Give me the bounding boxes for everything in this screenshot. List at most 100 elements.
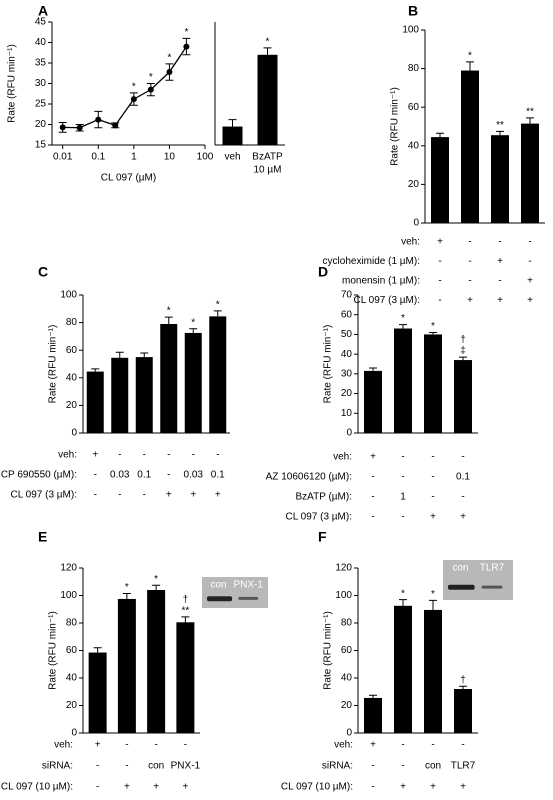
y-axis-label: Rate (RFU min⁻¹) [7,44,18,123]
y-axis-label: Rate (RFU min⁻¹) [48,611,59,690]
condition-value: - [118,450,121,461]
condition-value: + [497,256,503,267]
error-bar [526,117,534,124]
condition-value: + [430,512,436,523]
condition-value: - [498,237,501,248]
y-tick-label: 0 [413,218,419,229]
condition-value: - [401,740,404,751]
condition-value: - [528,237,531,248]
data-point [112,122,119,129]
bar [424,609,442,733]
x-tick-label: BzATP [252,152,283,163]
blot-label: TLR7 [480,563,505,574]
condition-value: - [371,472,374,483]
condition-value: + [527,276,533,287]
condition-value: - [401,512,404,523]
y-tick-label: 40 [341,349,353,360]
panel-letter: E [38,529,47,545]
y-tick-label: 70 [341,290,353,301]
condition-value: - [431,472,434,483]
error-bar [399,324,407,329]
condition-value: - [371,761,374,772]
bar [86,371,104,433]
data-point [183,43,190,50]
y-tick-label: 35 [35,58,47,69]
bar [394,328,412,433]
condition-value: - [96,782,99,793]
condition-value: + [400,782,406,793]
bar [521,123,539,223]
error-bar [459,685,467,689]
y-tick-label: 40 [66,372,78,383]
panel-letter: C [38,264,48,280]
condition-value: + [460,782,466,793]
condition-value: - [438,295,441,306]
condition-label: BzATP (µM): [295,492,352,503]
condition-value: - [167,450,170,461]
condition-value: - [401,761,404,772]
condition-value: - [528,256,531,267]
condition-value: - [401,472,404,483]
condition-value: - [94,470,97,481]
bar [454,360,472,433]
y-tick-label: 80 [66,618,78,629]
y-tick-label: 100 [60,290,77,301]
condition-value: + [182,782,188,793]
condition-label: CL 097 (10 µM): [1,782,73,793]
condition-value: - [438,276,441,287]
condition-value: - [468,276,471,287]
significance-mark: * [401,313,405,324]
y-tick-label: 80 [66,317,78,328]
y-tick-label: 40 [66,673,78,684]
condition-label: cycloheximide (1 µM): [323,256,420,267]
y-tick-label: 40 [35,37,47,48]
y-tick-label: 20 [66,400,78,411]
significance-mark: ** [526,106,534,117]
error-bar [459,356,467,361]
condition-label: CP 690550 (µM): [1,470,77,481]
condition-value: + [430,782,436,793]
bar [209,316,227,433]
y-tick-label: 0 [71,428,77,439]
y-axis-label: Rate (RFU min⁻¹) [390,87,401,166]
blot-inset [202,577,268,608]
blot-label: con [452,563,468,574]
data-point [166,69,173,76]
bar [184,332,202,433]
condition-value: - [216,450,219,461]
condition-value: + [166,490,172,501]
bar [160,323,178,433]
condition-value: - [438,256,441,267]
data-point [59,124,66,131]
significance-mark: * [184,27,188,38]
condition-value: + [215,490,221,501]
condition-value: 1 [400,492,406,503]
condition-value: 0.03 [184,470,204,481]
x-tick-label: 10 µM [254,165,282,176]
bar [176,622,195,733]
x-axis-label: CL 097 (µM) [101,173,156,184]
significance-mark: * [132,82,136,93]
condition-value: + [190,490,196,501]
condition-value: 0.1 [137,470,151,481]
condition-value: + [527,295,533,306]
significance-mark: * [431,589,435,600]
condition-value: - [468,237,471,248]
blot-band [448,584,475,590]
condition-value: - [431,452,434,463]
error-bar [436,132,444,138]
condition-value: 0.03 [110,470,130,481]
condition-label: veh: [58,450,77,461]
condition-label: veh: [334,740,353,751]
condition-value: + [460,512,466,523]
blot-band [207,596,233,602]
y-tick-label: 0 [346,428,352,439]
significance-mark: * [125,582,129,593]
significance-mark: * [266,36,270,47]
condition-value: - [167,470,170,481]
condition-value: + [95,740,101,751]
x-tick-label: 100 [197,152,214,163]
y-tick-label: 40 [341,673,353,684]
condition-value: - [461,492,464,503]
y-tick-label: 60 [408,102,420,113]
